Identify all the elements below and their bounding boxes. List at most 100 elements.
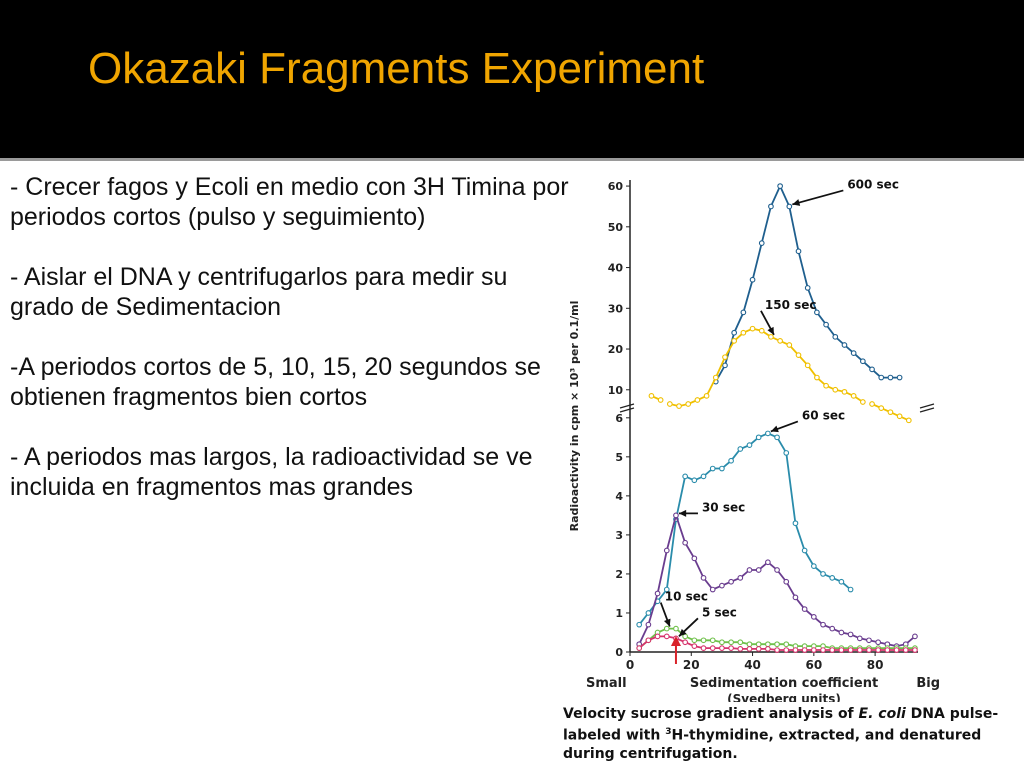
- data-point: [746, 646, 753, 652]
- data-point: [746, 442, 753, 448]
- data-point: [850, 350, 857, 356]
- data-point: [814, 309, 820, 316]
- x-tick-label: 20: [683, 658, 700, 672]
- y-tick-label: 20: [608, 343, 624, 356]
- data-point: [820, 647, 826, 653]
- y-tick-label: 50: [608, 221, 624, 234]
- data-point: [758, 240, 765, 246]
- x-tick-label: 60: [805, 658, 822, 672]
- data-point: [783, 578, 790, 585]
- data-point: [768, 333, 774, 340]
- data-point: [765, 641, 771, 648]
- x-end-label-big: Big: [916, 676, 940, 691]
- y-tick-label: 30: [608, 302, 624, 315]
- bullet-item: - Aislar el DNA y centrifugarlos para me…: [10, 263, 508, 321]
- data-point: [829, 574, 836, 581]
- slide-title: Okazaki Fragments Experiment: [88, 44, 705, 93]
- x-axis-label: Sedimentation coefficient: [690, 676, 878, 691]
- data-point: [719, 582, 725, 589]
- data-point: [847, 586, 854, 593]
- data-point: [804, 362, 811, 369]
- data-point: [820, 621, 826, 628]
- x-tick-label: 80: [867, 658, 884, 672]
- data-point: [755, 434, 762, 441]
- annotation-label: 30 sec: [702, 500, 745, 514]
- data-point: [663, 633, 670, 640]
- data-point: [740, 309, 747, 316]
- data-point: [648, 393, 655, 399]
- data-point: [912, 633, 918, 640]
- data-point: [719, 639, 725, 646]
- annotation-arrowhead: [678, 509, 687, 517]
- bullet-item: -A periodos cortos de 5, 10, 15, 20 segu…: [10, 353, 541, 411]
- data-point: [746, 567, 753, 573]
- data-point: [801, 547, 808, 554]
- x-axis-sublabel: (Svedberg units): [727, 692, 841, 702]
- data-point: [774, 641, 780, 648]
- x-tick-label: 40: [744, 658, 761, 672]
- caption-text: DNA pulse-labeled with: [563, 706, 999, 744]
- data-point: [663, 586, 670, 593]
- data-point: [792, 520, 799, 527]
- data-point: [856, 635, 863, 642]
- data-point: [703, 393, 710, 399]
- data-point: [765, 559, 771, 566]
- data-point: [887, 409, 894, 416]
- data-point: [722, 354, 728, 361]
- data-point: [657, 397, 664, 403]
- data-point: [801, 647, 808, 653]
- annotation-label: 150 sec: [765, 298, 817, 312]
- annotation-arrowhead: [792, 199, 801, 206]
- data-point: [636, 645, 643, 651]
- data-point: [645, 637, 652, 644]
- data-point: [636, 621, 643, 628]
- data-point: [765, 430, 771, 437]
- data-point: [663, 625, 670, 632]
- data-point: [860, 399, 866, 405]
- caption-superscript: 3: [665, 727, 672, 737]
- y-tick-label: 0: [615, 646, 623, 659]
- data-point: [804, 285, 811, 291]
- data-point: [875, 647, 882, 653]
- y-tick-label: 1: [615, 607, 623, 620]
- axis-break-mark: [619, 403, 635, 409]
- data-point: [860, 358, 866, 365]
- annotation-label: 5 sec: [702, 605, 737, 619]
- data-point: [728, 639, 734, 646]
- data-point: [905, 417, 912, 424]
- data-point: [719, 645, 725, 651]
- data-point: [737, 574, 744, 581]
- data-point: [709, 645, 716, 651]
- data-point: [682, 639, 688, 646]
- y-tick-label: 4: [615, 490, 623, 503]
- data-point: [823, 321, 829, 328]
- data-point: [810, 563, 817, 569]
- data-point: [847, 647, 854, 653]
- bullet-item: - Crecer fagos y Ecoli en medio con 3H T…: [10, 173, 569, 231]
- y-tick-label: 5: [615, 451, 623, 464]
- data-point: [731, 338, 738, 344]
- y-tick-label: 3: [615, 529, 623, 542]
- data-point: [654, 590, 661, 597]
- data-point: [645, 621, 652, 628]
- data-point: [884, 647, 891, 653]
- data-point: [896, 413, 903, 420]
- data-point: [801, 606, 808, 612]
- annotation-label: 600 sec: [847, 177, 899, 191]
- data-point: [896, 374, 903, 381]
- bullet-item: - A periodos mas largos, la radioactivid…: [10, 443, 533, 501]
- y-tick-label: 6: [615, 412, 623, 425]
- data-point: [783, 647, 790, 653]
- annotation-arrow: [792, 189, 844, 206]
- data-point: [869, 401, 875, 407]
- data-point: [774, 567, 780, 573]
- data-point: [712, 374, 719, 381]
- data-point: [749, 276, 756, 283]
- data-point: [700, 473, 707, 480]
- data-point: [878, 405, 885, 411]
- series-line: [638, 512, 916, 648]
- figure-caption: Velocity sucrose gradient analysis of E.…: [563, 705, 1023, 763]
- y-axis-label: Radioactivity in cpm × 10³ per 0.1/ml: [568, 301, 581, 532]
- data-point: [722, 362, 728, 369]
